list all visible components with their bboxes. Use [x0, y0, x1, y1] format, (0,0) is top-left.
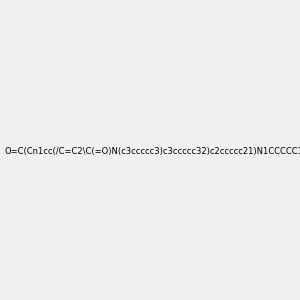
Text: O=C(Cn1cc(/C=C2\C(=O)N(c3ccccc3)c3ccccc32)c2ccccc21)N1CCCCC1: O=C(Cn1cc(/C=C2\C(=O)N(c3ccccc3)c3ccccc3… — [4, 147, 300, 156]
